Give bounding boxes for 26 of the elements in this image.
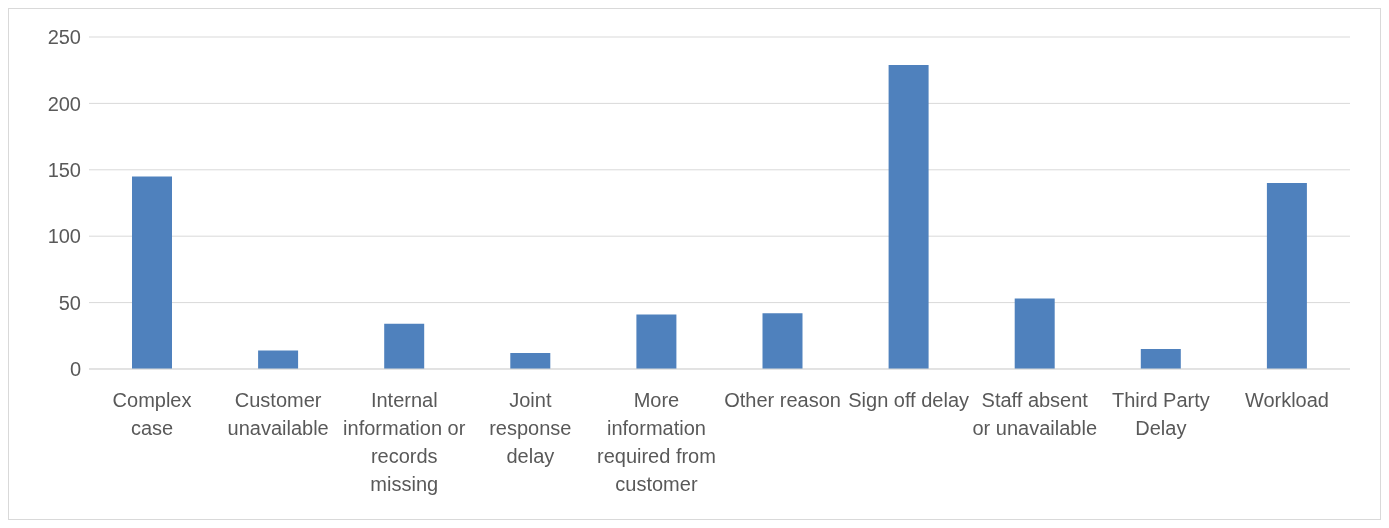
x-tick-label: Customer unavailable [227, 389, 329, 439]
x-tick-label: Internal information or records missing [343, 389, 466, 495]
x-tick-label: Third Party Delay [1111, 389, 1210, 439]
y-tick-label: 50 [58, 291, 81, 314]
bar [636, 314, 677, 369]
x-tick-label: Workload [1244, 389, 1330, 411]
bar [510, 353, 551, 369]
x-tick-label: Joint response delay [489, 389, 572, 467]
bar [258, 350, 299, 369]
x-tick-label: Complex case [112, 389, 192, 439]
bar [132, 176, 172, 369]
x-tick-label: Sign off delay [848, 389, 970, 411]
x-tick-label: Other reason [724, 389, 841, 411]
x-tick-label: More information required from customer [596, 389, 716, 495]
y-tick-label: 100 [47, 225, 81, 248]
bar [1266, 183, 1307, 369]
bar [384, 323, 425, 369]
y-tick-label: 250 [47, 26, 81, 49]
x-tick-label: Staff absent or unavailable [972, 389, 1098, 439]
bar [888, 64, 929, 369]
bar [1140, 349, 1181, 369]
y-tick-label: 200 [47, 92, 81, 115]
y-tick-label: 0 [69, 358, 81, 381]
bar [762, 313, 803, 369]
bar [1014, 298, 1055, 369]
y-tick-label: 150 [47, 158, 81, 181]
